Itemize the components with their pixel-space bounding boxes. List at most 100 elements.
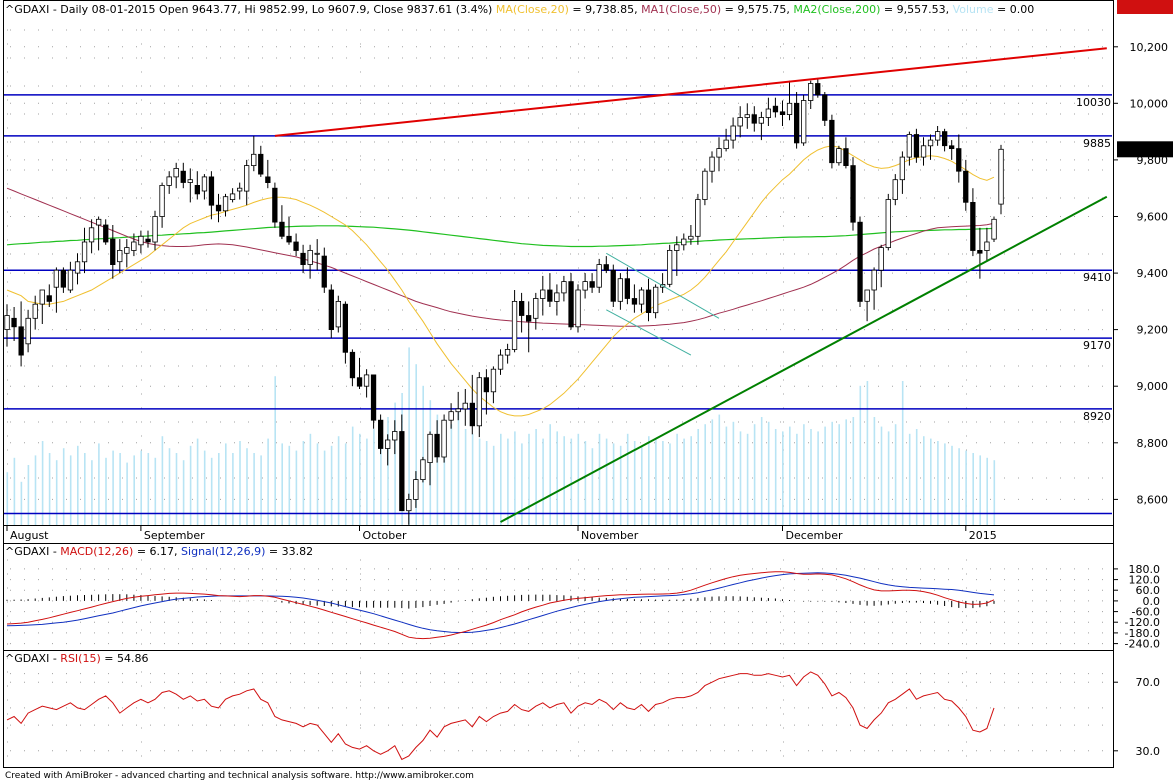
volume-bar: [556, 431, 558, 525]
volume-bar: [965, 450, 967, 525]
header-ma50-label: MA1(Close,50): [641, 3, 721, 16]
candle-body: [603, 264, 609, 271]
volume-bar: [239, 441, 241, 525]
candle-body: [751, 114, 757, 124]
candle-body: [949, 145, 955, 150]
candle-body: [617, 278, 623, 302]
candle-body: [850, 165, 856, 223]
volume-bar: [796, 433, 798, 525]
volume-bar: [147, 453, 150, 525]
candle-body: [11, 317, 17, 328]
volume-bar: [253, 453, 255, 525]
volume-bar: [563, 436, 565, 525]
candle-body: [363, 374, 370, 387]
volume-bar: [986, 457, 988, 525]
candle-body: [201, 176, 208, 192]
footer-credit: Created with AmiBroker - advanced charti…: [5, 771, 474, 781]
candle-body: [448, 411, 454, 421]
candle-body: [737, 117, 743, 127]
volume-bar: [697, 429, 699, 525]
volume-bar: [126, 462, 128, 525]
volume-bar: [753, 424, 756, 525]
volume-bar: [112, 450, 114, 525]
volume-bar: [633, 441, 636, 525]
volume-bar: [189, 445, 192, 525]
candle-body: [229, 193, 236, 200]
candle-body: [434, 433, 440, 458]
candle-body: [124, 247, 130, 254]
macd-header: ^GDAXI - MACD(12,26) = 6.17, Signal(12,2…: [5, 545, 313, 558]
candle-body: [342, 303, 349, 353]
signal-header-value: = 33.82: [265, 545, 313, 558]
volume-bar: [845, 419, 847, 525]
header-ma200-value: = 9,557.53,: [880, 3, 952, 16]
candle-body: [406, 498, 412, 512]
volume-bar: [105, 457, 107, 525]
volume-bar: [380, 421, 382, 525]
volume-bar: [119, 453, 121, 525]
volume-bar: [175, 453, 178, 525]
candle-body: [159, 184, 165, 217]
volume-bar: [422, 385, 424, 525]
volume-bar: [218, 453, 220, 525]
header-ma20-label: MA(Close,20): [496, 3, 569, 16]
signal-line: [6, 572, 995, 633]
candle-body: [243, 165, 250, 192]
candle-body: [871, 269, 877, 291]
candle-body: [462, 402, 468, 410]
header-ma200-label: MA2(Close,200): [793, 3, 880, 16]
rsi-value-label: 54.8599: [1120, 0, 1166, 3]
volume-bar: [739, 431, 742, 525]
candle-body: [956, 148, 962, 172]
candle-body: [166, 176, 172, 186]
volume-bar: [521, 443, 523, 525]
candle-body: [215, 204, 222, 212]
volume-bar: [619, 445, 622, 525]
volume-bar: [337, 436, 340, 525]
candle-body: [779, 111, 786, 116]
candle-body: [152, 216, 158, 243]
candle-body: [251, 153, 257, 167]
volume-bar: [408, 347, 410, 525]
volume-bar: [323, 450, 326, 525]
volume-bar: [288, 445, 291, 525]
candle-body: [356, 377, 363, 387]
candle-body: [695, 199, 701, 237]
volume-bar: [359, 433, 361, 525]
level-label: 10030: [1076, 96, 1111, 109]
volume-bar: [641, 445, 643, 525]
volume-bar: [464, 429, 467, 525]
volume-bar: [993, 460, 996, 525]
candle-body: [420, 459, 426, 480]
volume-bar: [366, 438, 368, 525]
macd-y-tick-label: -120.0: [1125, 616, 1160, 629]
x-tick-label: September: [144, 529, 205, 542]
candle-body: [96, 218, 102, 226]
volume-bar: [725, 426, 728, 525]
y-tick-label: 9,200: [1137, 324, 1169, 337]
candle-body: [758, 117, 764, 124]
volume-bar: [746, 433, 749, 525]
candle-body: [899, 156, 905, 181]
volume-bar: [824, 426, 826, 525]
candle-body: [631, 298, 638, 305]
volume-bar: [676, 433, 678, 525]
candle-body: [39, 289, 45, 305]
volume-bar: [774, 429, 777, 525]
candle-body: [265, 176, 271, 183]
volume-bar: [894, 424, 897, 525]
candle-body: [321, 255, 327, 288]
macd-y-tick-label: -60.0: [1132, 606, 1160, 619]
volume-bar: [133, 455, 135, 525]
x-tick-label: October: [363, 529, 407, 542]
candle-body: [349, 351, 356, 379]
candle-body: [885, 199, 891, 248]
header-volume-label: Volume: [953, 3, 994, 16]
volume-bar: [450, 424, 453, 525]
macd-y-tick-label: -180.0: [1125, 627, 1160, 640]
volume-bar: [598, 433, 601, 525]
candle-body: [490, 368, 497, 393]
candle-body: [392, 431, 398, 441]
candle-body: [645, 289, 652, 314]
